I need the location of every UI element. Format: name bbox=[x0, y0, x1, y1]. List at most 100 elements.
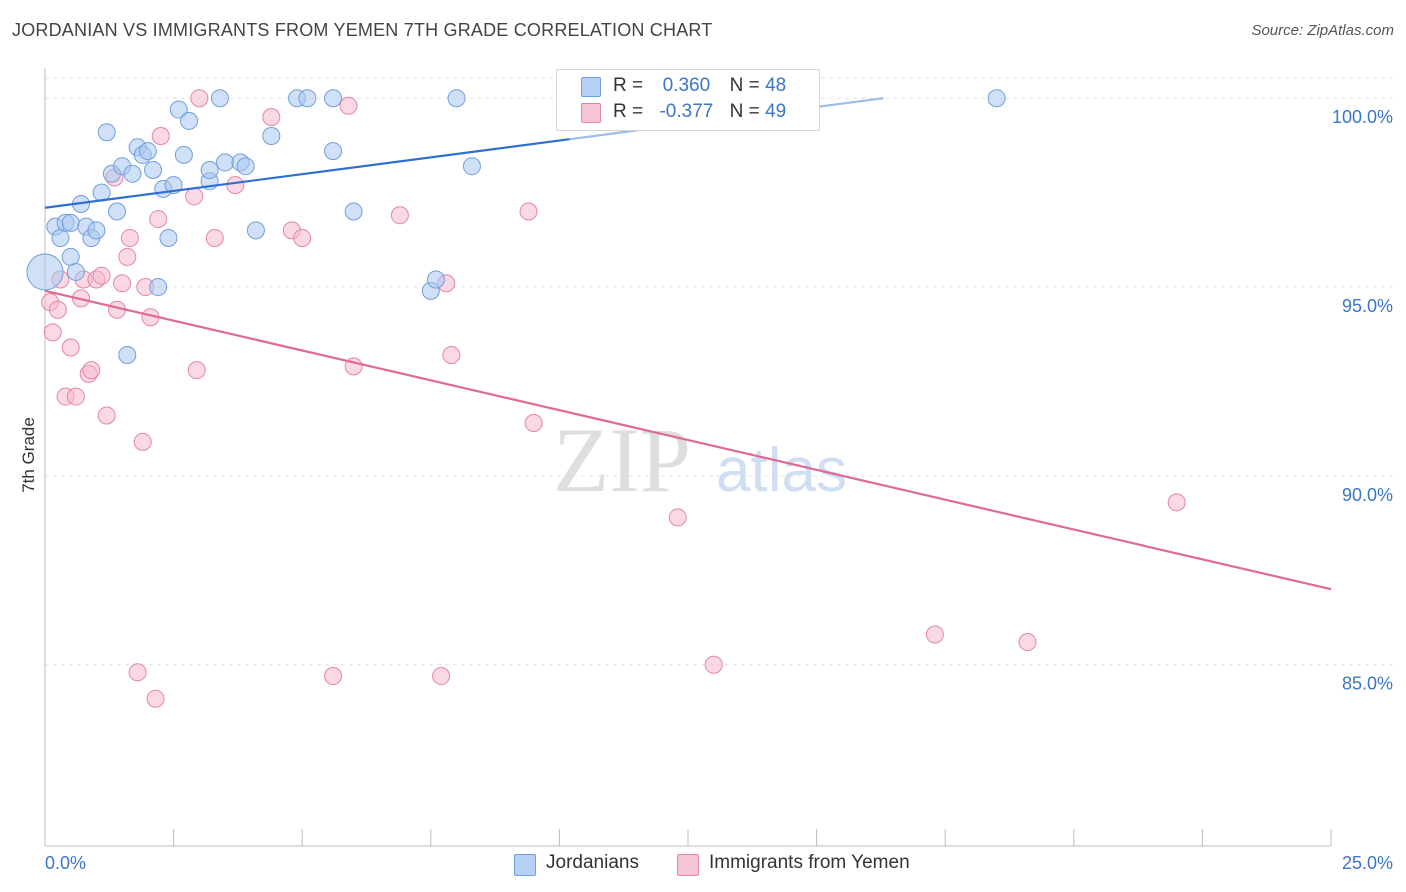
n-value: 48 bbox=[765, 75, 787, 96]
scatter-point bbox=[113, 274, 132, 293]
scatter-point bbox=[43, 323, 62, 342]
scatter-point bbox=[925, 625, 944, 644]
bottom-legend-swatch-pink bbox=[677, 854, 699, 876]
scatter-point bbox=[138, 142, 157, 161]
scatter-point bbox=[524, 414, 543, 433]
n-label: N = bbox=[729, 101, 760, 122]
r-label: R = bbox=[613, 101, 644, 122]
scatter-point bbox=[987, 89, 1006, 108]
y-tick-label: 90.0% bbox=[1342, 485, 1393, 505]
scatter-point bbox=[187, 361, 206, 380]
scatter-point bbox=[262, 126, 281, 145]
scatter-point bbox=[120, 228, 139, 247]
bottom-legend-label: Jordanians bbox=[546, 852, 639, 873]
scatter-point bbox=[339, 96, 358, 115]
scatter-point bbox=[174, 145, 193, 164]
scatter-point bbox=[668, 508, 687, 527]
scatter-point bbox=[146, 689, 165, 708]
scatter-point bbox=[149, 278, 168, 297]
legend-text-2: R = -0.377 N = 49 bbox=[613, 101, 786, 123]
scatter-point bbox=[133, 432, 152, 451]
scatter-point bbox=[97, 123, 116, 142]
scatter-point bbox=[87, 221, 106, 240]
scatter-point bbox=[118, 247, 137, 266]
scatter-point bbox=[293, 228, 312, 247]
scatter-point bbox=[180, 111, 199, 130]
scatter-point bbox=[66, 387, 85, 406]
scatter-point bbox=[128, 663, 147, 682]
scatter-point bbox=[149, 210, 168, 229]
scatter-point bbox=[123, 164, 142, 183]
bottom-legend-swatch-blue bbox=[514, 854, 536, 876]
scatter-point bbox=[298, 89, 317, 108]
scatter-point bbox=[447, 89, 466, 108]
trend-line-yemen bbox=[44, 289, 1332, 591]
correlation-legend: R = 0.360 N = 48 R = -0.377 N = 49 bbox=[556, 69, 820, 131]
scatter-point bbox=[226, 176, 245, 195]
scatter-point bbox=[97, 406, 116, 425]
scatter-point bbox=[1167, 493, 1186, 512]
bottom-legend-label: Immigrants from Yemen bbox=[709, 852, 910, 873]
trend-line-jordanians bbox=[44, 138, 570, 209]
scatter-point bbox=[216, 153, 235, 172]
scatter-point bbox=[324, 142, 343, 161]
scatter-point bbox=[262, 108, 281, 127]
scatter-point bbox=[519, 202, 538, 221]
legend-swatch-blue bbox=[581, 77, 601, 97]
scatter-point bbox=[344, 202, 363, 221]
scatter-point bbox=[324, 89, 343, 108]
r-value: -0.377 bbox=[659, 101, 714, 122]
scatter-point bbox=[324, 667, 343, 686]
trend-lines bbox=[44, 97, 1332, 591]
scatter-point bbox=[1018, 633, 1037, 652]
scatter-point bbox=[26, 253, 64, 291]
y-axis-label: 7th Grade bbox=[19, 417, 38, 493]
scatter-point bbox=[205, 228, 224, 247]
source-credit: Source: ZipAtlas.com bbox=[1251, 22, 1394, 39]
x-tick-label: 25.0% bbox=[1342, 853, 1393, 873]
scatter-point bbox=[108, 202, 127, 221]
scatter-point bbox=[210, 89, 229, 108]
scatter-point bbox=[66, 262, 85, 281]
scatter-point bbox=[246, 221, 265, 240]
scatter-point bbox=[442, 346, 461, 365]
series-immigrants-from-yemen-points bbox=[41, 89, 1186, 708]
scatter-point bbox=[118, 346, 137, 365]
watermark-zip: ZIP bbox=[553, 409, 691, 511]
scatter-point bbox=[144, 160, 163, 179]
scatter-point bbox=[159, 228, 178, 247]
watermark: ZIP atlas bbox=[553, 409, 847, 511]
scatter-point bbox=[48, 300, 67, 319]
y-tick-label: 85.0% bbox=[1342, 674, 1393, 694]
scatter-point bbox=[200, 160, 219, 179]
r-label: R = bbox=[613, 75, 644, 96]
n-value: 49 bbox=[765, 101, 787, 122]
x-tick-label: 0.0% bbox=[45, 853, 86, 873]
scatter-point bbox=[390, 206, 409, 225]
scatter-point bbox=[169, 100, 188, 119]
scatter-point bbox=[82, 361, 101, 380]
scatter-point bbox=[92, 266, 111, 285]
n-label: N = bbox=[729, 75, 760, 96]
scatter-point bbox=[185, 187, 204, 206]
scatter-point bbox=[61, 338, 80, 357]
series-jordanians-points bbox=[26, 89, 1006, 365]
tick-labels: 100.0% 95.0% 90.0% 85.0% 0.0% 25.0% bbox=[45, 107, 1393, 873]
scatter-point bbox=[462, 157, 481, 176]
scatter-point bbox=[61, 213, 80, 232]
chart-title: JORDANIAN VS IMMIGRANTS FROM YEMEN 7TH G… bbox=[12, 20, 713, 40]
scatter-point bbox=[236, 157, 255, 176]
scatter-point bbox=[151, 126, 170, 145]
watermark-atlas: atlas bbox=[716, 436, 847, 505]
y-tick-label: 100.0% bbox=[1332, 107, 1393, 127]
r-value: 0.360 bbox=[662, 75, 711, 96]
scatter-point bbox=[704, 655, 723, 674]
scatter-point bbox=[61, 247, 80, 266]
legend-swatch-pink bbox=[581, 103, 601, 123]
scatter-point bbox=[51, 228, 70, 247]
y-tick-label: 95.0% bbox=[1342, 296, 1393, 316]
scatter-point bbox=[190, 89, 209, 108]
legend-text-1: R = 0.360 N = 48 bbox=[613, 75, 786, 97]
scatter-point bbox=[426, 270, 445, 289]
